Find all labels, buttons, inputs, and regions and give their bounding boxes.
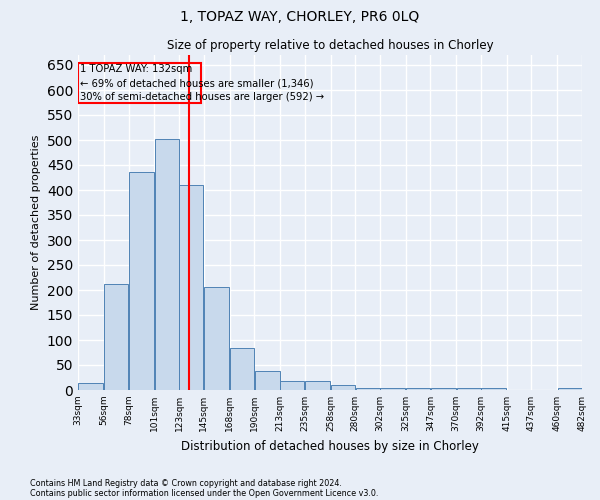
Y-axis label: Number of detached properties: Number of detached properties xyxy=(31,135,41,310)
X-axis label: Distribution of detached houses by size in Chorley: Distribution of detached houses by size … xyxy=(181,440,479,452)
Bar xyxy=(230,348,254,390)
Bar xyxy=(204,286,229,390)
Bar xyxy=(280,381,304,390)
Text: Contains public sector information licensed under the Open Government Licence v3: Contains public sector information licen… xyxy=(30,488,379,498)
Bar xyxy=(79,382,103,390)
Bar xyxy=(406,388,430,390)
Bar xyxy=(129,172,154,390)
Bar xyxy=(305,381,330,390)
Bar xyxy=(254,371,280,390)
Bar xyxy=(78,62,202,102)
Bar xyxy=(179,185,203,390)
Bar xyxy=(380,388,406,390)
Bar xyxy=(104,284,128,390)
Text: Contains HM Land Registry data © Crown copyright and database right 2024.: Contains HM Land Registry data © Crown c… xyxy=(30,478,342,488)
Bar xyxy=(558,388,581,390)
Bar xyxy=(155,138,179,390)
Bar xyxy=(481,388,506,390)
Bar xyxy=(356,388,380,390)
Bar xyxy=(331,385,355,390)
Text: 1, TOPAZ WAY, CHORLEY, PR6 0LQ: 1, TOPAZ WAY, CHORLEY, PR6 0LQ xyxy=(181,10,419,24)
Bar xyxy=(431,388,456,390)
Bar xyxy=(457,388,481,390)
Text: 1 TOPAZ WAY: 132sqm
← 69% of detached houses are smaller (1,346)
30% of semi-det: 1 TOPAZ WAY: 132sqm ← 69% of detached ho… xyxy=(80,64,325,102)
Title: Size of property relative to detached houses in Chorley: Size of property relative to detached ho… xyxy=(167,40,493,52)
